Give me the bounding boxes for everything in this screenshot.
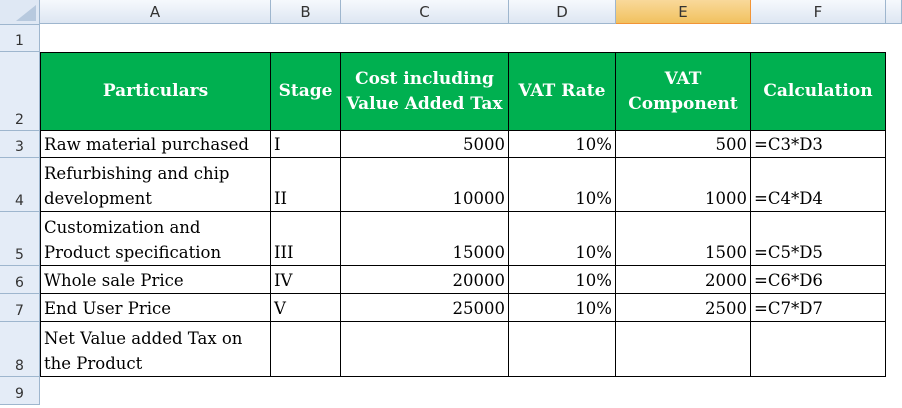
- cell-E5[interactable]: 1500: [616, 212, 751, 266]
- cell-C7[interactable]: 25000: [341, 294, 509, 322]
- cell-E6[interactable]: 2000: [616, 266, 751, 294]
- cell-E4[interactable]: 1000: [616, 158, 751, 212]
- cell-C6[interactable]: 20000: [341, 266, 509, 294]
- cell-F5[interactable]: =C5*D5: [751, 212, 886, 266]
- cell-A8[interactable]: Net Value added Tax on the Product: [40, 322, 271, 377]
- header-cell-D[interactable]: VAT Rate: [509, 52, 616, 131]
- column-header-F[interactable]: F: [751, 0, 886, 24]
- cell-A3[interactable]: Raw material purchased: [40, 131, 271, 158]
- header-cell-A[interactable]: Particulars: [40, 52, 271, 131]
- cell-A7[interactable]: End User Price: [40, 294, 271, 322]
- cell-E8[interactable]: [616, 322, 751, 377]
- cell-A4[interactable]: Refurbishing and chip development: [40, 158, 271, 212]
- cell-F6[interactable]: =C6*D6: [751, 266, 886, 294]
- column-header-filler: [886, 0, 902, 24]
- cell-D7[interactable]: 10%: [509, 294, 616, 322]
- row-header-5[interactable]: 5: [0, 212, 40, 266]
- header-cell-B[interactable]: Stage: [271, 52, 341, 131]
- row-header-2[interactable]: 2: [0, 52, 40, 131]
- cell-D3[interactable]: 10%: [509, 131, 616, 158]
- cell-F7[interactable]: =C7*D7: [751, 294, 886, 322]
- column-header-E[interactable]: E: [616, 0, 751, 24]
- cell-C3[interactable]: 5000: [341, 131, 509, 158]
- cell-A6[interactable]: Whole sale Price: [40, 266, 271, 294]
- cell-F3[interactable]: =C3*D3: [751, 131, 886, 158]
- column-header-C[interactable]: C: [341, 0, 509, 24]
- cell-B8[interactable]: [271, 322, 341, 377]
- header-cell-C[interactable]: Cost including Value Added Tax: [341, 52, 509, 131]
- cell-C5[interactable]: 15000: [341, 212, 509, 266]
- cell-E7[interactable]: 2500: [616, 294, 751, 322]
- cell-F8[interactable]: [751, 322, 886, 377]
- cell-B6[interactable]: IV: [271, 266, 341, 294]
- cell-D6[interactable]: 10%: [509, 266, 616, 294]
- column-header-D[interactable]: D: [509, 0, 616, 24]
- header-cell-F[interactable]: Calculation: [751, 52, 886, 131]
- cell-D5[interactable]: 10%: [509, 212, 616, 266]
- cell-D4[interactable]: 10%: [509, 158, 616, 212]
- row-header-4[interactable]: 4: [0, 158, 40, 212]
- cell-B3[interactable]: I: [271, 131, 341, 158]
- cell-B5[interactable]: III: [271, 212, 341, 266]
- header-cell-E[interactable]: VAT Component: [616, 52, 751, 131]
- row-header-7[interactable]: 7: [0, 294, 40, 322]
- cell-B7[interactable]: V: [271, 294, 341, 322]
- cell-D8[interactable]: [509, 322, 616, 377]
- cell-C8[interactable]: [341, 322, 509, 377]
- row-header-9[interactable]: 9: [0, 377, 40, 405]
- select-all-button[interactable]: [0, 0, 40, 25]
- column-header-A[interactable]: A: [40, 0, 271, 24]
- cell-B4[interactable]: II: [271, 158, 341, 212]
- row-header-3[interactable]: 3: [0, 131, 40, 158]
- row-header-8[interactable]: 8: [0, 322, 40, 377]
- cell-E3[interactable]: 500: [616, 131, 751, 158]
- column-header-B[interactable]: B: [271, 0, 341, 24]
- cell-A5[interactable]: Customization and Product specification: [40, 212, 271, 266]
- cell-C4[interactable]: 10000: [341, 158, 509, 212]
- cell-F4[interactable]: =C4*D4: [751, 158, 886, 212]
- row-header-6[interactable]: 6: [0, 266, 40, 294]
- row-header-1[interactable]: 1: [0, 25, 40, 52]
